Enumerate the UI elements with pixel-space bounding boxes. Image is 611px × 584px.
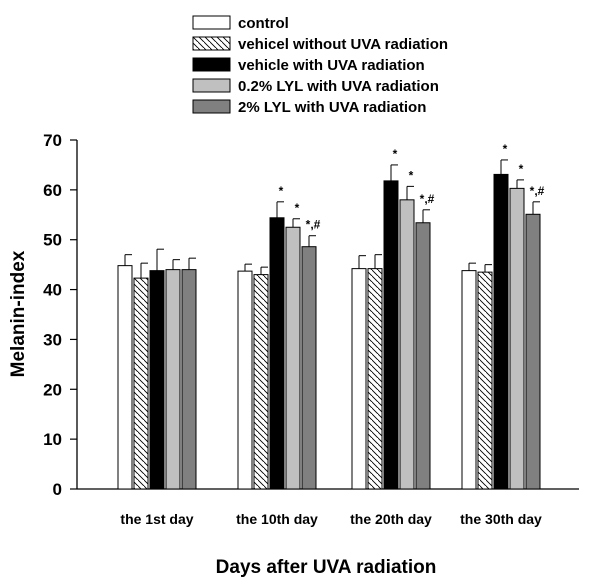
legend-label: vehicle with UVA radiation (238, 57, 425, 74)
significance-marker: * (409, 168, 414, 182)
bar (165, 269, 181, 490)
significance-marker: * (393, 147, 398, 161)
bar (253, 274, 269, 490)
y-tick-label: 0 (53, 480, 62, 499)
significance-marker: *,# (306, 218, 321, 232)
x-tick-label: the 30th day (460, 511, 542, 527)
legend-swatch (192, 78, 231, 93)
bar (415, 222, 431, 490)
y-tick-label: 30 (43, 330, 62, 349)
legend-swatch (192, 57, 231, 72)
y-tick-label: 50 (43, 231, 62, 250)
bar (149, 270, 165, 490)
bar (509, 187, 525, 490)
significance-marker: *,# (420, 192, 435, 206)
significance-marker: *,# (530, 184, 545, 198)
bar (117, 265, 133, 490)
bar (367, 268, 383, 490)
y-tick-label: 70 (43, 131, 62, 150)
legend: control vehicel without UVA radiation vehi… (192, 15, 448, 116)
bar (269, 217, 285, 490)
y-tick-label: 10 (43, 430, 62, 449)
bar (399, 199, 415, 490)
legend-label: vehicel without UVA radiation (238, 36, 448, 53)
bar (237, 270, 253, 490)
bar (285, 226, 301, 490)
legend-label: control (238, 15, 289, 32)
significance-marker: * (279, 184, 284, 198)
bars: the 1st day * * *,# the 10th day * * *,# the 20t… (117, 142, 545, 527)
bar (461, 270, 477, 490)
significance-marker: * (519, 162, 524, 176)
y-tick-label: 60 (43, 181, 62, 200)
bar (351, 268, 367, 490)
legend-label: 0.2% LYL with UVA radiation (238, 78, 439, 95)
bar (477, 271, 493, 490)
bar (383, 180, 399, 490)
legend-swatch (192, 15, 231, 30)
legend-swatch (192, 99, 231, 114)
legend-swatch (192, 36, 231, 51)
y-axis-title: Melanin-index (8, 250, 29, 377)
bar (493, 173, 509, 490)
bar (133, 277, 149, 490)
significance-marker: * (503, 142, 508, 156)
y-tick-label: 20 (43, 380, 62, 399)
bar (525, 213, 541, 490)
x-tick-label: the 20th day (350, 511, 432, 527)
x-tick-label: the 10th day (236, 511, 318, 527)
bar (181, 269, 197, 490)
x-axis-title: Days after UVA radiation (216, 557, 437, 578)
legend-label: 2% LYL with UVA radiation (238, 99, 426, 116)
bar (301, 246, 317, 490)
significance-marker: * (295, 201, 300, 215)
x-tick-label: the 1st day (120, 511, 193, 527)
y-tick-label: 40 (43, 281, 62, 300)
